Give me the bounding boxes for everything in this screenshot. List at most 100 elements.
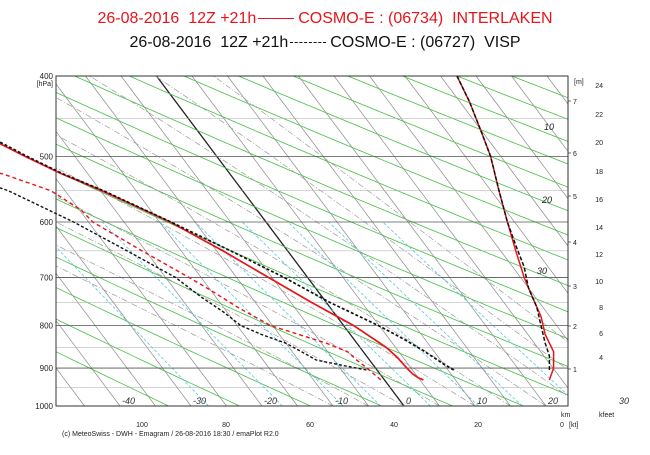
kfeet-tick-label: 10 [595,279,603,286]
moist-adiabat [56,265,334,406]
kfeet-tick-label: 6 [599,331,603,338]
kfeet-tick-label: 24 [595,83,603,90]
wind-axis-tick-label: 80 [222,422,230,429]
pressure-tick-label: 700 [40,274,54,283]
temperature-tick-label: -20 [264,396,277,406]
dry-adiabat [56,287,311,406]
mixing-ratio-line [159,221,344,406]
dry-adiabat [183,76,568,236]
title1-date: 26-08-2016 [97,10,180,27]
pressure-unit-label: [hPa] [37,81,53,88]
mixing-ratio-line [195,221,381,406]
isotherm [227,76,476,406]
mixing-ratio-line [328,221,523,406]
wind-axis-tick-label: 60 [306,422,314,429]
height-km-label: km [561,412,571,419]
title1-legend-line [258,18,295,20]
height-tick-label: 4 [573,240,577,247]
dry-adiabat [56,256,382,406]
pressure-tick-label: 800 [40,322,54,331]
wind-profile-label: 30 [537,266,547,276]
title2-run: 12Z +21h [220,34,289,51]
wind-profile-line [456,75,555,381]
dry-adiabat [347,76,568,165]
kfeet-tick-label: 16 [595,197,603,204]
kfeet-tick-label: 4 [599,355,603,362]
dry-adiabat [56,170,568,396]
moist-adiabat [56,134,511,406]
dry-adiabat [56,227,453,406]
isotherm [583,76,650,406]
isotherm [56,320,121,406]
dry-adiabat [56,92,568,313]
pressure-tick-label: 1000 [35,402,53,411]
title2-legend-line [290,42,327,44]
plot-area [0,76,650,406]
chart-title-visp: 26-08-2016 12Z +21h COSMO-E : (06727) VIS… [0,34,650,52]
height-unit-label: [m] [574,79,584,86]
dewpoint-profile-line [0,172,382,381]
moist-adiabat [56,244,369,406]
temperature-tick-label: 10 [477,396,487,406]
kfeet-tick-label: 20 [595,140,603,147]
title1-model: COSMO-E : (06734) [298,10,444,27]
kfeet-tick-label: 18 [595,169,603,176]
title1-station: INTERLAKEN [452,10,553,27]
dry-adiabat [74,76,568,286]
plot-frame [55,75,569,407]
height-tick-label: 2 [573,324,577,331]
height-tick-label: 1 [573,367,577,374]
temperature-tick-label: -30 [193,396,206,406]
mixing-ratio-line [382,221,568,396]
isotherm [475,76,568,200]
chart-title-interlaken: 26-08-2016 12Z +21h COSMO-E : (06734) INT… [0,10,650,28]
pressure-tick-label: 600 [40,218,54,227]
temperature-profile-line [0,142,424,381]
wind-profile-label: 10 [544,122,554,132]
footer-credit: (c) MeteoSwiss - DWH - Emagram / 26-08-2… [62,431,279,438]
isotherm [56,130,263,406]
isotherm [511,76,568,152]
mixing-ratio-line [56,246,209,406]
temperature-tick-label: 30 [619,396,629,406]
isotherm [191,76,440,406]
temperature-tick-label: 20 [547,396,558,406]
dry-adiabat [511,76,568,99]
kfeet-tick-label: 22 [595,112,603,119]
zero-isotherm [155,76,405,406]
isotherm [0,76,14,406]
temperature-tick-label: 0 [406,396,411,406]
dry-adiabat [293,76,568,188]
height-tick-label: 7 [573,99,577,106]
dewpoint-profile-line [0,187,367,371]
title2-station: VISP [484,34,521,51]
wind-axis-tick-label: 100 [136,422,148,429]
isotherm [298,76,547,406]
kfeet-tick-label: 12 [595,252,603,259]
isotherm [56,272,156,406]
wind-profile-line [456,75,551,370]
wind-axis-tick-label: 20 [474,422,482,429]
title2-date: 26-08-2016 [129,34,212,51]
wind-axis-unit-label: [kt] [569,422,578,429]
kfeet-unit-label: kfeet [599,412,614,419]
height-tick-label: 6 [573,151,577,158]
mixing-ratio-line [242,221,431,406]
kfeet-tick-label: 8 [599,305,603,312]
wind-axis-tick-label: 40 [390,422,398,429]
height-tick-label: 3 [573,284,577,291]
wind-profile-label: 20 [541,195,552,205]
height-tick-label: 5 [573,194,577,201]
pressure-tick-label: 400 [40,72,54,81]
dry-adiabat [129,76,568,261]
isotherm [56,83,298,406]
pressure-tick-label: 900 [40,364,54,373]
pressure-tick-label: 500 [40,152,54,161]
isotherm [0,76,49,406]
temperature-tick-label: -10 [335,396,348,406]
temperature-profile-line [0,141,455,371]
isotherm [404,76,568,294]
kfeet-tick-label: 14 [595,225,603,232]
isotherm [262,76,511,406]
